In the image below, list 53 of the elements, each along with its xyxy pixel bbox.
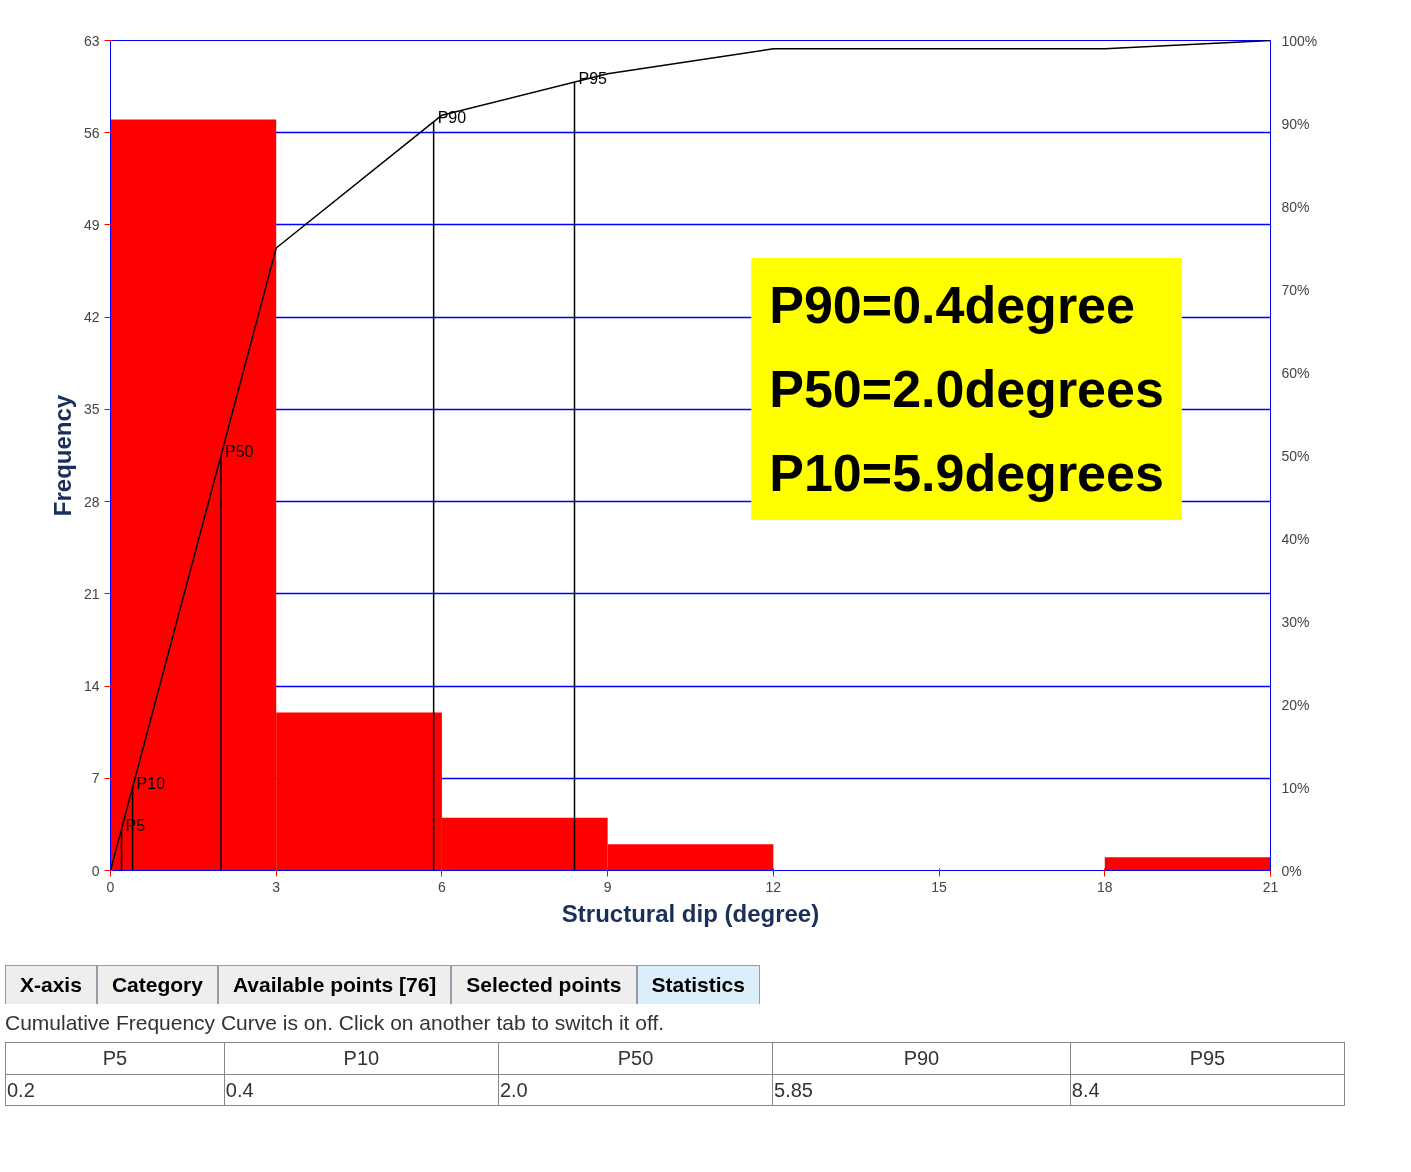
y-tick-label: 21 (83, 585, 100, 602)
x-tick-label: 15 (931, 878, 948, 895)
text: P5 (5, 1042, 225, 1075)
text: 8.4 (1070, 1074, 1345, 1106)
y-tick-label: 0 (91, 862, 100, 879)
x-axis-title: Structural dip (degree) (561, 899, 820, 927)
x-tick-label: 9 (603, 878, 612, 895)
text: P50 (498, 1042, 773, 1075)
text: 2.0 (498, 1074, 773, 1106)
ref-line-label: P90 (437, 109, 467, 127)
text: 5.85 (772, 1074, 1071, 1106)
x-tick-label: 6 (438, 878, 447, 895)
y2-tick-label: 0% (1281, 862, 1302, 879)
y2-tick-label: 100% (1281, 32, 1318, 49)
y2-tick-label: 30% (1281, 613, 1310, 630)
y2-tick-label: 90% (1281, 115, 1310, 132)
annotation: P10=5.9degrees (769, 444, 1164, 503)
y-tick-label: 63 (83, 32, 100, 49)
text: Selected points (451, 965, 637, 1004)
text: P90 (772, 1042, 1071, 1075)
x-tick-label: 21 (1262, 878, 1279, 895)
text: P95 (1070, 1042, 1345, 1075)
ref-line-label: P10 (136, 775, 166, 792)
y2-tick-label: 10% (1281, 779, 1310, 796)
y-tick-label: 35 (83, 401, 100, 418)
y-axis-title: Frequency (48, 394, 76, 517)
x-tick-label: 3 (272, 878, 281, 895)
y-tick-label: 7 (91, 770, 100, 787)
y-tick-label: 42 (83, 309, 100, 326)
y2-tick-label: 20% (1281, 696, 1310, 713)
ref-line-label: P50 (224, 443, 254, 460)
text: P10 (224, 1042, 499, 1075)
y-tick-label: 14 (83, 678, 100, 695)
y2-tick-label: 80% (1281, 198, 1310, 215)
text: 0.4 (224, 1074, 499, 1106)
y-tick-label: 49 (83, 216, 100, 233)
text: Cumulative Frequency Curve is on. Click on another tab to switch it off. (5, 1010, 666, 1036)
y-tick-label: 28 (83, 493, 100, 510)
y-tick-label: 56 (83, 124, 100, 141)
annotation: P50=2.0degrees (769, 359, 1164, 418)
y2-tick-label: 40% (1281, 530, 1310, 547)
text: Category (96, 965, 218, 1004)
y2-tick-label: 60% (1281, 364, 1310, 381)
y2-tick-label: 70% (1281, 281, 1310, 298)
text: Statistics (636, 965, 760, 1004)
x-tick-label: 18 (1097, 878, 1113, 895)
annotation: P90=0.4degree (769, 275, 1135, 334)
x-tick-label: 0 (106, 878, 115, 895)
text: 0.2 (5, 1074, 225, 1106)
text: X-axis (5, 965, 97, 1004)
x-tick-label: 12 (765, 878, 782, 895)
y2-tick-label: 50% (1281, 447, 1310, 464)
text: Available points [76] (217, 965, 452, 1004)
